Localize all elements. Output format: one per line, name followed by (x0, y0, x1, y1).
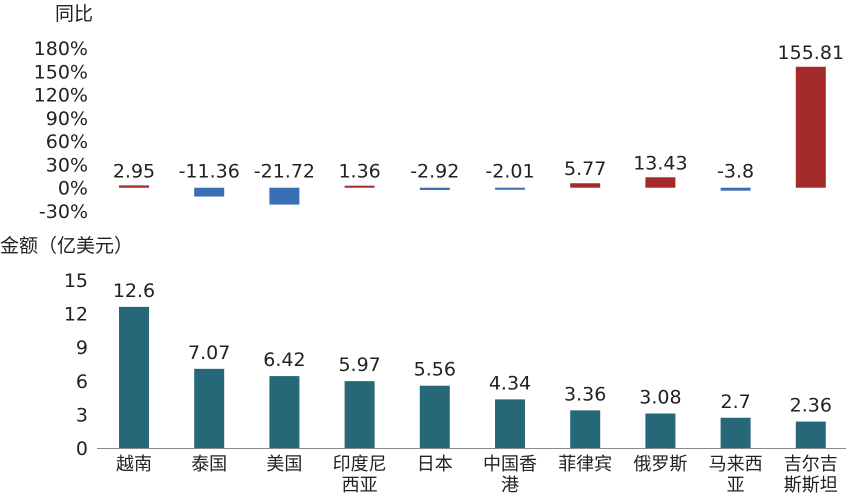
amount-y-tick: 6 (76, 371, 88, 393)
amount-y-tick: 0 (76, 438, 88, 460)
category-label: 中国香港 (483, 454, 537, 493)
yoy-y-tick: 180% (34, 38, 88, 60)
yoy-value-label: 13.43 (633, 152, 687, 174)
category-label: 俄罗斯 (633, 454, 687, 475)
amount-value-labels: 12.6 7.07 6.42 5.97 5.56 4.34 3.36 3.08 2.7 2.36 (113, 280, 832, 417)
yoy-value-label: 155.81 (778, 42, 844, 64)
amount-y-ticks: 0 3 6 9 12 15 (64, 270, 88, 460)
yoy-value-label: 1.36 (338, 161, 380, 183)
amount-bar (570, 410, 601, 448)
yoy-title: 同比 (55, 3, 93, 25)
category-label: 日本 (417, 454, 453, 475)
yoy-value-label: 5.77 (564, 158, 606, 180)
category-label: 越南 (116, 454, 152, 475)
yoy-value-label: -2.01 (485, 161, 534, 183)
amount-y-tick: 12 (64, 304, 88, 326)
yoy-y-tick: -30% (39, 201, 88, 223)
yoy-bar (269, 187, 300, 205)
yoy-value-label: -11.36 (179, 161, 240, 183)
yoy-value-label: 2.95 (113, 160, 155, 182)
amount-value-label: 2.36 (790, 395, 832, 417)
yoy-y-tick: 60% (46, 131, 88, 153)
yoy-value-label: -2.92 (410, 161, 459, 183)
amount-bar (795, 421, 826, 448)
category-label: 泰国 (191, 454, 227, 475)
amount-bar (344, 381, 375, 448)
yoy-value-label: -3.8 (717, 161, 754, 183)
amount-bar (419, 385, 450, 448)
yoy-bar (194, 187, 225, 197)
amount-title: 金额（亿美元） (0, 235, 133, 257)
yoy-y-ticks: -30%0%30%60%90%120%150%180% (34, 38, 88, 223)
category-label: 印度尼西亚 (333, 454, 387, 493)
yoy-bar (344, 185, 375, 188)
yoy-bars (119, 66, 826, 205)
amount-bar (495, 399, 525, 448)
yoy-y-tick: 150% (34, 61, 88, 83)
amount-value-label: 3.08 (639, 387, 681, 409)
yoy-bar (419, 187, 450, 190)
amount-y-tick: 3 (76, 404, 88, 426)
amount-bars (119, 306, 826, 448)
amount-y-tick: 9 (76, 337, 88, 359)
amount-value-label: 3.36 (564, 383, 606, 405)
amount-value-label: 7.07 (188, 342, 230, 364)
category-label: 马来西亚 (709, 454, 763, 493)
yoy-y-tick: 120% (34, 85, 88, 107)
amount-chart: 金额（亿美元） 0 3 6 9 12 15 12.6 7.07 6.42 5.97 5.56 4.3… (0, 235, 846, 493)
yoy-bar (495, 187, 525, 190)
amount-value-label: 12.6 (113, 280, 155, 302)
category-label: 菲律宾 (558, 454, 612, 475)
yoy-bar (645, 177, 676, 188)
yoy-bar (570, 183, 601, 188)
yoy-chart: 同比 -30%0%30%60%90%120%150%180% 2.95 -11.3… (34, 3, 844, 223)
yoy-value-label: -21.72 (254, 161, 315, 183)
category-label: 吉尔吉斯斯坦 (784, 454, 838, 493)
amount-bar (119, 306, 149, 448)
amount-value-label: 4.34 (489, 372, 531, 394)
yoy-bar (119, 185, 149, 188)
yoy-y-tick: 90% (46, 108, 88, 130)
amount-value-label: 5.56 (414, 359, 456, 381)
amount-bar (645, 413, 676, 448)
amount-y-tick: 15 (64, 270, 88, 292)
amount-value-label: 2.7 (720, 391, 750, 413)
yoy-y-tick: 30% (46, 154, 88, 176)
yoy-y-tick: 0% (58, 178, 88, 200)
amount-bar (720, 417, 751, 448)
amount-bar (194, 368, 225, 448)
yoy-value-labels: 2.95 -11.36 -21.72 1.36 -2.92 -2.01 5.77 13.43 -… (113, 42, 844, 183)
amount-bar (269, 376, 300, 448)
amount-value-label: 6.42 (263, 349, 305, 371)
amount-value-label: 5.97 (338, 354, 380, 376)
yoy-bar (795, 66, 826, 188)
category-label: 美国 (266, 454, 302, 475)
yoy-bar (720, 187, 751, 191)
